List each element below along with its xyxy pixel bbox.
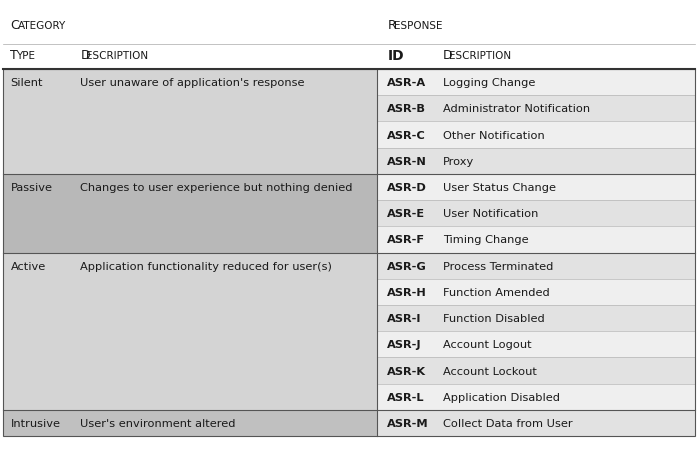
Text: User unaware of application's response: User unaware of application's response: [80, 78, 305, 88]
Text: Process Terminated: Process Terminated: [443, 261, 554, 271]
Text: User Status Change: User Status Change: [443, 183, 556, 193]
Text: ASR-M: ASR-M: [387, 418, 429, 428]
Text: ESCRIPTION: ESCRIPTION: [449, 51, 511, 60]
Bar: [377, 410, 695, 436]
Bar: [377, 279, 695, 305]
Text: Account Lockout: Account Lockout: [443, 366, 537, 376]
Text: Silent: Silent: [10, 78, 43, 88]
Bar: [377, 201, 695, 227]
Text: ASR-J: ASR-J: [387, 340, 422, 350]
Text: D: D: [80, 49, 90, 62]
Text: ASR-N: ASR-N: [387, 156, 427, 166]
Bar: [3, 70, 377, 175]
Bar: [377, 384, 695, 410]
Bar: [377, 331, 695, 358]
Bar: [377, 148, 695, 175]
Text: Application Disabled: Application Disabled: [443, 392, 560, 402]
Text: R: R: [387, 19, 396, 32]
Text: ASR-D: ASR-D: [387, 183, 427, 193]
Text: Proxy: Proxy: [443, 156, 475, 166]
Text: ASR-A: ASR-A: [387, 78, 426, 88]
Bar: [3, 175, 377, 253]
Text: ASR-G: ASR-G: [387, 261, 427, 271]
Text: D: D: [443, 49, 453, 62]
Text: Application functionality reduced for user(s): Application functionality reduced for us…: [80, 261, 332, 271]
Text: ASR-C: ASR-C: [387, 130, 426, 140]
Text: Administrator Notification: Administrator Notification: [443, 104, 591, 114]
Text: ASR-L: ASR-L: [387, 392, 425, 402]
Text: ASR-K: ASR-K: [387, 366, 426, 376]
Bar: [377, 122, 695, 148]
Text: Function Amended: Function Amended: [443, 287, 550, 297]
Text: ASR-F: ASR-F: [387, 235, 426, 245]
Text: User Notification: User Notification: [443, 209, 539, 219]
Text: Passive: Passive: [10, 183, 52, 193]
Text: ASR-B: ASR-B: [387, 104, 426, 114]
Text: ESPONSE: ESPONSE: [394, 21, 443, 31]
Text: YPE: YPE: [16, 51, 35, 60]
Text: Collect Data from User: Collect Data from User: [443, 418, 573, 428]
Text: Changes to user experience but nothing denied: Changes to user experience but nothing d…: [80, 183, 352, 193]
Text: C: C: [10, 19, 20, 32]
Text: Function Disabled: Function Disabled: [443, 313, 545, 323]
Text: Account Logout: Account Logout: [443, 340, 532, 350]
Bar: [377, 70, 695, 96]
Bar: [377, 305, 695, 331]
Bar: [377, 96, 695, 122]
Text: Intrusive: Intrusive: [10, 418, 61, 428]
Text: ASR-H: ASR-H: [387, 287, 427, 297]
Text: Logging Change: Logging Change: [443, 78, 535, 88]
Bar: [377, 253, 695, 279]
Text: Active: Active: [10, 261, 46, 271]
Text: T: T: [10, 49, 18, 62]
Bar: [3, 253, 377, 410]
Text: ESCRIPTION: ESCRIPTION: [86, 51, 148, 60]
Text: ASR-I: ASR-I: [387, 313, 422, 323]
Bar: [377, 227, 695, 253]
Text: User's environment altered: User's environment altered: [80, 418, 236, 428]
Text: Timing Change: Timing Change: [443, 235, 529, 245]
Text: Other Notification: Other Notification: [443, 130, 545, 140]
Text: ID: ID: [387, 49, 404, 62]
Bar: [3, 410, 377, 436]
Bar: [377, 175, 695, 201]
Text: ASR-E: ASR-E: [387, 209, 426, 219]
Text: ATEGORY: ATEGORY: [17, 21, 66, 31]
Bar: [377, 358, 695, 384]
Bar: [3, 70, 695, 436]
